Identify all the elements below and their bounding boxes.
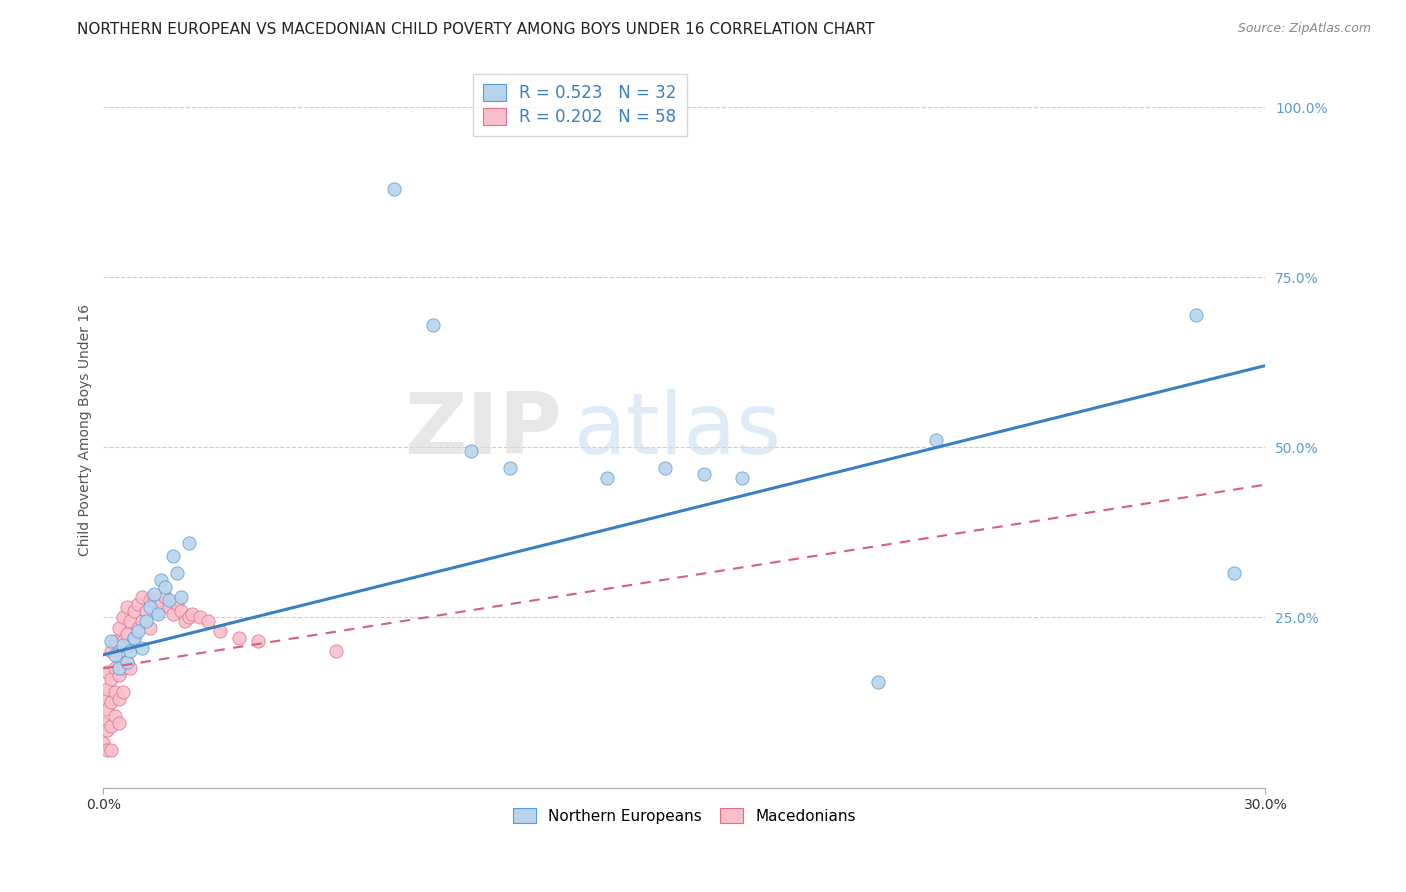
Point	[96, 702, 118, 716]
Point	[104, 634, 127, 648]
Text: ZIP: ZIP	[405, 389, 562, 472]
Point	[177, 535, 200, 549]
Point	[108, 715, 131, 730]
Point	[131, 590, 153, 604]
Point	[422, 318, 444, 332]
Point	[177, 610, 200, 624]
Point	[139, 593, 162, 607]
Point	[127, 624, 149, 638]
Point	[499, 460, 522, 475]
Point	[115, 655, 138, 669]
Point	[100, 743, 122, 757]
Point	[100, 695, 122, 709]
Point	[166, 597, 188, 611]
Point	[124, 631, 146, 645]
Point	[150, 573, 173, 587]
Point	[693, 467, 716, 482]
Point	[111, 610, 134, 624]
Point	[162, 607, 184, 621]
Point	[868, 675, 890, 690]
Point	[139, 600, 162, 615]
Point	[1223, 566, 1246, 581]
Point	[96, 665, 118, 679]
Point	[731, 471, 754, 485]
Point	[115, 627, 138, 641]
Point	[120, 614, 142, 628]
Point	[155, 590, 177, 604]
Point	[96, 723, 118, 737]
Point	[150, 597, 173, 611]
Point	[925, 434, 948, 448]
Point	[162, 549, 184, 563]
Point	[127, 597, 149, 611]
Point	[124, 631, 146, 645]
Point	[157, 593, 180, 607]
Point	[127, 621, 149, 635]
Point	[170, 590, 193, 604]
Point	[157, 600, 180, 615]
Point	[460, 443, 482, 458]
Y-axis label: Child Poverty Among Boys Under 16: Child Poverty Among Boys Under 16	[79, 304, 93, 557]
Point	[111, 661, 134, 675]
Point	[104, 685, 127, 699]
Text: atlas: atlas	[574, 389, 782, 472]
Point	[104, 648, 127, 662]
Point	[100, 719, 122, 733]
Point	[108, 644, 131, 658]
Point	[93, 736, 115, 750]
Point	[108, 621, 131, 635]
Point	[139, 621, 162, 635]
Point	[111, 634, 134, 648]
Point	[131, 640, 153, 655]
Point	[120, 638, 142, 652]
Point	[108, 692, 131, 706]
Point	[108, 668, 131, 682]
Point	[100, 634, 122, 648]
Point	[93, 715, 115, 730]
Point	[135, 603, 157, 617]
Point	[142, 586, 165, 600]
Point	[120, 644, 142, 658]
Point	[115, 655, 138, 669]
Point	[247, 634, 270, 648]
Point	[146, 607, 169, 621]
Point	[173, 614, 195, 628]
Point	[228, 631, 250, 645]
Point	[108, 661, 131, 675]
Point	[654, 460, 676, 475]
Point	[100, 672, 122, 686]
Text: Source: ZipAtlas.com: Source: ZipAtlas.com	[1237, 22, 1371, 36]
Point	[146, 603, 169, 617]
Point	[170, 603, 193, 617]
Point	[115, 600, 138, 615]
Point	[111, 685, 134, 699]
Point	[100, 644, 122, 658]
Point	[120, 661, 142, 675]
Point	[382, 182, 405, 196]
Legend: Northern Europeans, Macedonians: Northern Europeans, Macedonians	[506, 802, 862, 830]
Point	[188, 610, 211, 624]
Point	[166, 566, 188, 581]
Point	[111, 638, 134, 652]
Point	[93, 692, 115, 706]
Point	[124, 603, 146, 617]
Point	[596, 471, 619, 485]
Point	[181, 607, 204, 621]
Point	[96, 681, 118, 696]
Point	[142, 593, 165, 607]
Text: NORTHERN EUROPEAN VS MACEDONIAN CHILD POVERTY AMONG BOYS UNDER 16 CORRELATION CH: NORTHERN EUROPEAN VS MACEDONIAN CHILD PO…	[77, 22, 875, 37]
Point	[155, 580, 177, 594]
Point	[325, 644, 347, 658]
Point	[135, 614, 157, 628]
Point	[104, 709, 127, 723]
Point	[197, 614, 219, 628]
Point	[1184, 308, 1206, 322]
Point	[104, 661, 127, 675]
Point	[208, 624, 231, 638]
Point	[131, 614, 153, 628]
Point	[96, 743, 118, 757]
